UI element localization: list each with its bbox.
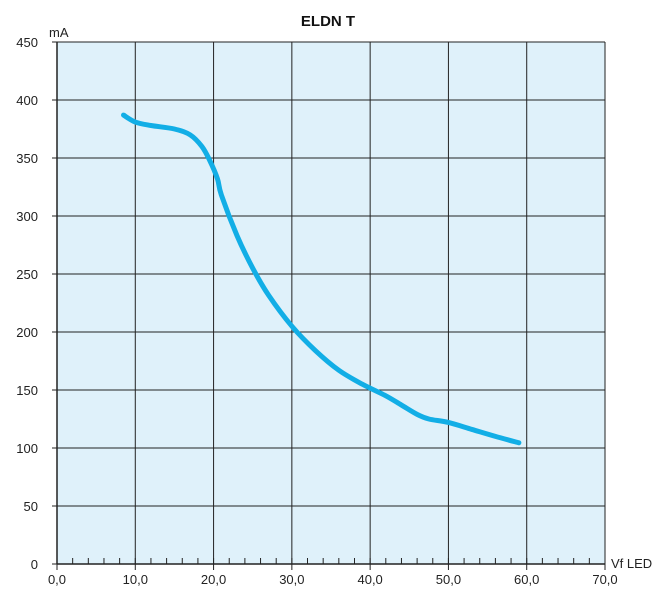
x-tick-label: 0,0 (48, 572, 66, 587)
x-tick-label: 40,0 (357, 572, 382, 587)
y-tick-label: 0 (31, 557, 38, 572)
y-tick-label: 400 (16, 93, 38, 108)
x-tick-label: 20,0 (201, 572, 226, 587)
y-tick-label: 50 (24, 499, 38, 514)
x-tick-label: 70,0 (592, 572, 617, 587)
y-tick-label: 450 (16, 35, 38, 50)
y-axis-title: mA (49, 25, 69, 40)
x-axis-ticks: 0,0 10,0 20,0 30,0 40,0 50,0 60,0 70,0 (48, 558, 618, 587)
grid-lines (56, 41, 606, 565)
y-tick-label: 350 (16, 151, 38, 166)
chart-title: ELDN T (301, 13, 355, 30)
series-layer (121, 112, 522, 446)
x-tick-label: 50,0 (436, 572, 461, 587)
axes (56, 42, 605, 565)
series-line-0 (121, 112, 522, 446)
y-axis-ticks: 0 50 100 150 200 250 300 350 400 450 (16, 35, 57, 572)
y-tick-label: 250 (16, 267, 38, 282)
y-tick-label: 100 (16, 441, 38, 456)
y-tick-label: 200 (16, 325, 38, 340)
y-tick-label: 300 (16, 209, 38, 224)
x-tick-label: 30,0 (279, 572, 304, 587)
x-axis-title: Vf LED (611, 556, 652, 571)
y-tick-label: 150 (16, 383, 38, 398)
x-tick-label: 10,0 (123, 572, 148, 587)
x-tick-label: 60,0 (514, 572, 539, 587)
plot-area (57, 42, 605, 564)
